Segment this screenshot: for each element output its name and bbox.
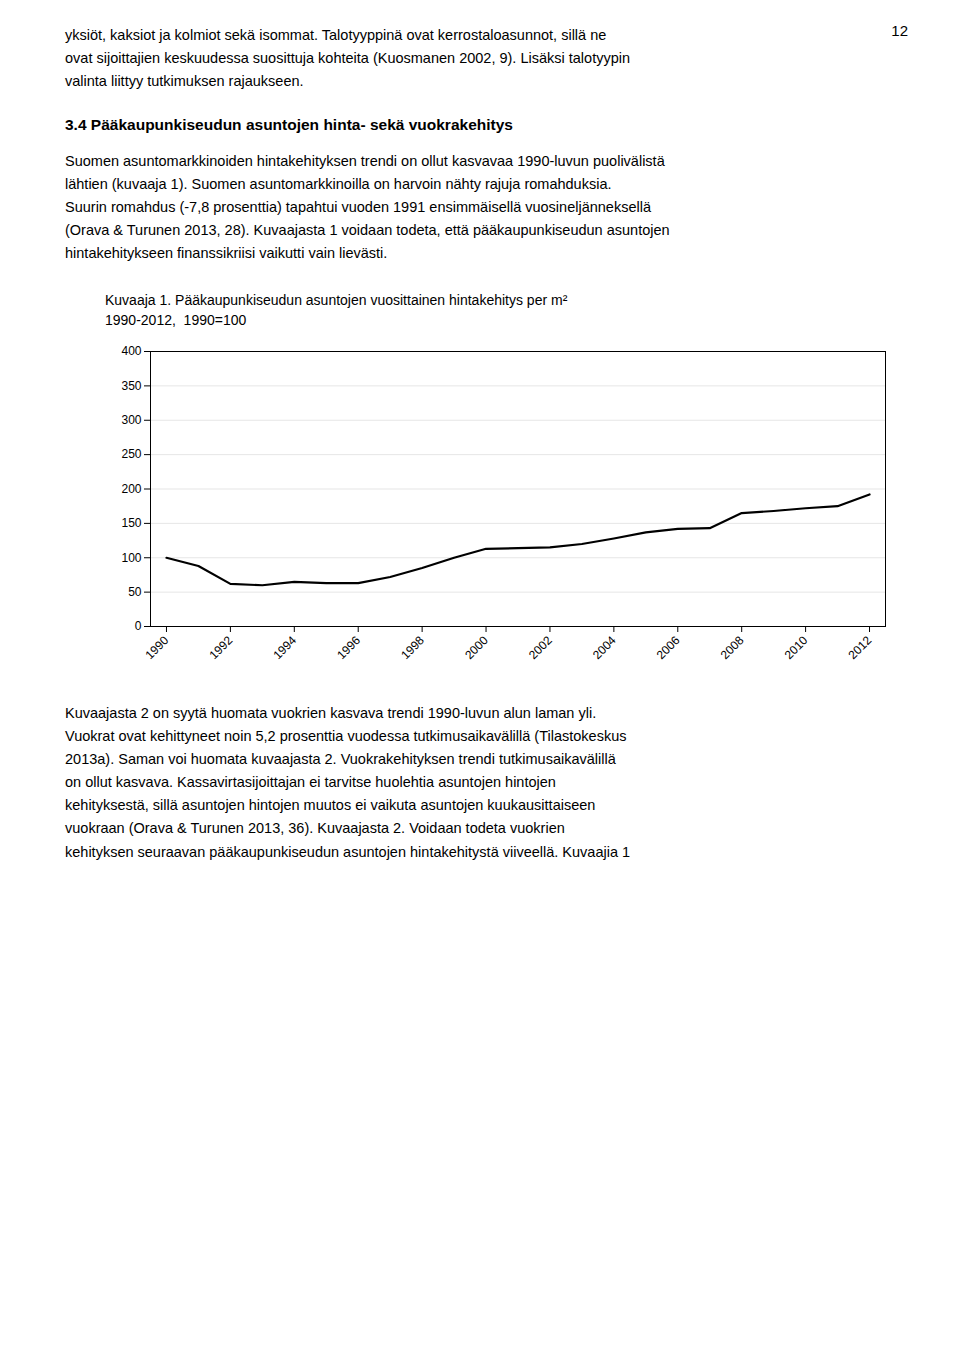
svg-text:300: 300 — [121, 413, 141, 427]
html-text:Kuvaaja 1. Pääkaupunkiseudun a: Kuvaaja 1. Pääkaupunkiseudun asuntojen v… — [105, 291, 568, 308]
html-text:Suomen asuntomarkkinoiden hint: Suomen asuntomarkkinoiden hintakehitykse… — [65, 152, 670, 262]
svg-text:0: 0 — [135, 619, 142, 633]
svg-text:1992: 1992 — [206, 633, 235, 662]
svg-text:200: 200 — [121, 481, 141, 495]
svg-text:1996: 1996 — [334, 633, 363, 662]
svg-text:50: 50 — [128, 584, 142, 598]
svg-text:2012: 2012 — [846, 633, 875, 662]
html-text:3.4 Pääkaupunkiseudun asuntoje: 3.4 Pääkaupunkiseudun asuntojen hinta- s… — [65, 115, 513, 133]
svg-text:2010: 2010 — [782, 633, 811, 662]
html-text:yksiöt, kaksiot ja kolmiot sek: yksiöt, kaksiot ja kolmiot sekä isommat.… — [65, 27, 630, 90]
svg-text:2008: 2008 — [718, 633, 747, 662]
svg-text:400: 400 — [121, 344, 141, 358]
svg-text:2000: 2000 — [462, 633, 491, 662]
svg-text:2002: 2002 — [526, 633, 555, 662]
svg-text:350: 350 — [121, 378, 141, 392]
html-text:1990-2012, 1990=100: 1990-2012, 1990=100 — [105, 311, 247, 328]
svg-text:100: 100 — [121, 550, 141, 564]
svg-text:2006: 2006 — [654, 633, 683, 662]
html-text:Kuvaajasta 2 on syytä huomata: Kuvaajasta 2 on syytä huomata vuokrien k… — [65, 704, 631, 860]
html-text:12: 12 — [891, 22, 908, 39]
svg-text:1990: 1990 — [143, 633, 172, 662]
svg-text:250: 250 — [121, 447, 141, 461]
svg-text:1994: 1994 — [270, 633, 299, 662]
svg-text:1998: 1998 — [398, 633, 427, 662]
svg-text:2004: 2004 — [590, 633, 619, 662]
svg-text:150: 150 — [121, 516, 141, 530]
